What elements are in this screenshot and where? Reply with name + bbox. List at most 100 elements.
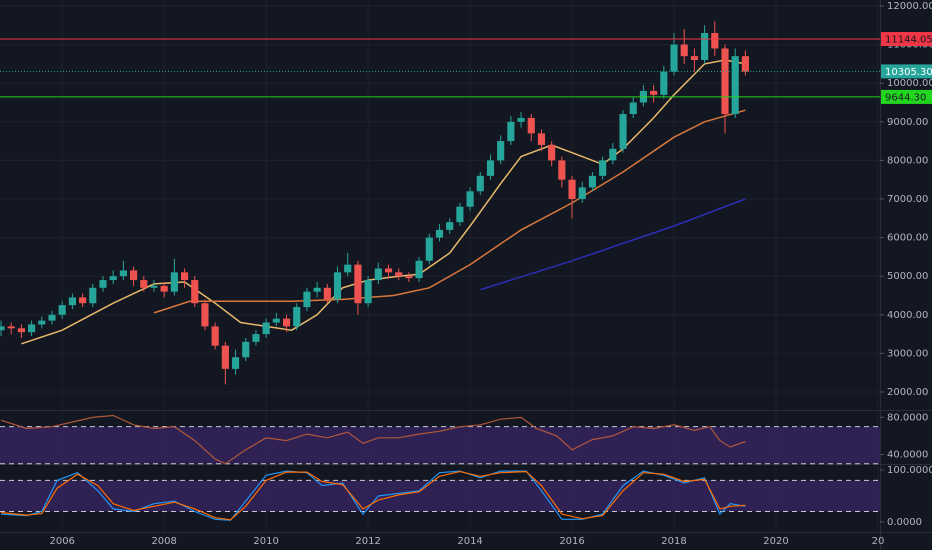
candle (354, 260, 362, 315)
candle-body (242, 341, 250, 358)
candle (415, 256, 423, 282)
candle (38, 316, 46, 329)
candle (670, 33, 678, 76)
price-label: 11144.05 (885, 35, 932, 46)
candle-body (731, 56, 739, 115)
candle-body (384, 268, 393, 273)
moving-average (153, 109, 746, 314)
candle (79, 293, 87, 308)
candle-body (486, 160, 495, 176)
price-label-box (881, 89, 932, 104)
candle-body (211, 326, 219, 346)
candle (109, 270, 117, 284)
candle-body (446, 222, 454, 230)
candle-body (293, 307, 301, 327)
candle-body (354, 264, 362, 304)
candle (476, 171, 484, 196)
x-tick-label: 2008 (151, 536, 176, 547)
candle-body (313, 287, 321, 292)
candle-body (48, 314, 56, 321)
candle (313, 281, 321, 298)
x-tick-label: 2018 (661, 536, 686, 547)
y-tick-label: 5000.00 (887, 271, 928, 282)
candle (558, 156, 566, 188)
candle-body (466, 191, 474, 207)
candle-body (609, 148, 617, 161)
candle (435, 224, 444, 242)
candle-body (680, 44, 688, 57)
candle-body (28, 324, 36, 333)
candle (374, 262, 382, 284)
candle (701, 25, 709, 64)
candle-body (109, 276, 117, 281)
candle-body (548, 144, 556, 161)
candle-body (721, 48, 729, 115)
candle-body (670, 44, 678, 72)
candle (650, 85, 658, 103)
candle-body (741, 56, 749, 72)
candle-body (272, 318, 280, 323)
candle-body (660, 71, 668, 95)
candle (446, 218, 454, 234)
candle (323, 283, 331, 304)
candle-body (180, 272, 189, 281)
candle (497, 135, 505, 165)
candle (191, 276, 199, 308)
candle (568, 175, 576, 219)
candle (741, 50, 749, 76)
candle-body (252, 334, 260, 342)
candle-body (68, 297, 76, 306)
candle-body (497, 141, 505, 161)
candle-body (221, 345, 229, 369)
candle (425, 233, 433, 265)
level-band (0, 426, 880, 464)
candle-body (344, 264, 352, 273)
candle-body (517, 117, 525, 122)
candle (599, 156, 607, 180)
x-tick-label: 20 (872, 536, 885, 547)
candle-body (588, 175, 597, 188)
candle-body (364, 280, 372, 304)
candle (333, 266, 342, 304)
candle-body (323, 287, 331, 300)
moving-average (480, 198, 746, 291)
candle (58, 301, 66, 319)
candle (303, 287, 311, 311)
candle-body (17, 328, 25, 333)
y-tick-label: 0.0000 (887, 517, 922, 528)
candle-body (690, 56, 698, 61)
candle (537, 129, 546, 151)
candle (150, 280, 158, 292)
candle-body (425, 237, 433, 261)
candle-body (0, 326, 5, 331)
candle-body (191, 280, 199, 304)
y-tick-label: 8000.00 (887, 155, 928, 166)
candle-body (537, 133, 546, 145)
x-tick-label: 2016 (559, 536, 584, 547)
candle (242, 337, 250, 362)
candle-body (599, 160, 607, 176)
candle (721, 44, 729, 134)
y-tick-label: 2000.00 (887, 387, 928, 398)
candle (201, 299, 209, 331)
candle-body (160, 285, 168, 292)
candle (17, 324, 25, 338)
candle-body (7, 326, 15, 329)
x-tick-label: 2020 (763, 536, 788, 547)
candle-body (201, 303, 209, 327)
indicator-line (0, 470, 746, 521)
y-tick-label: 7000.00 (887, 194, 928, 205)
candle (130, 266, 138, 286)
candle (619, 110, 627, 153)
price-label: 10305.30 (885, 67, 932, 78)
candle (7, 322, 15, 335)
candle-body (711, 33, 719, 49)
candle (231, 349, 240, 375)
y-tick-label: 10000.00 (887, 78, 932, 89)
y-tick-label: 12000.00 (887, 1, 932, 12)
candle-body (333, 272, 342, 300)
candle-body (476, 175, 484, 192)
candle (731, 48, 739, 118)
candle-body (701, 33, 709, 61)
